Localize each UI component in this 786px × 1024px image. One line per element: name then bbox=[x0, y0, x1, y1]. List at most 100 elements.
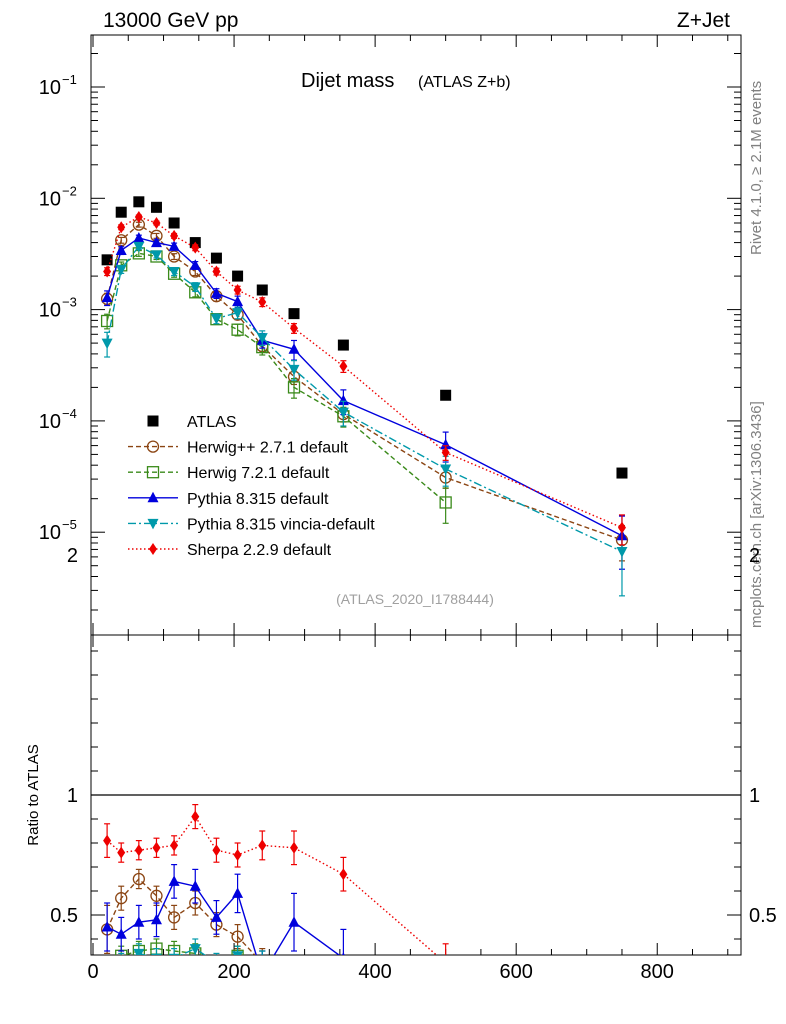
ratio-y-axis-label: Ratio to ATLAS bbox=[25, 744, 42, 845]
y-tick-label: 10 bbox=[39, 77, 61, 99]
legend-label: Pythia 8.315 vincia-default bbox=[187, 516, 375, 533]
process-label: Z+Jet bbox=[677, 9, 730, 32]
ratio-series-4 bbox=[103, 803, 449, 955]
ratio-point bbox=[133, 916, 145, 927]
ratio-point bbox=[232, 887, 244, 898]
data-point bbox=[231, 323, 244, 336]
y-tick-exponent: −1 bbox=[62, 72, 77, 87]
ratio-point bbox=[189, 880, 201, 891]
data-point bbox=[133, 241, 145, 253]
data-point bbox=[212, 265, 221, 278]
ratio-point bbox=[115, 928, 127, 939]
legend-marker bbox=[149, 543, 157, 555]
data-point bbox=[210, 314, 222, 325]
data-point bbox=[101, 338, 113, 350]
data-point bbox=[168, 266, 180, 278]
ratio-point bbox=[150, 889, 163, 902]
data-point bbox=[288, 343, 300, 354]
legend-label: Sherpa 2.2.9 default bbox=[187, 542, 332, 559]
y-tick-label: 10 bbox=[39, 188, 61, 210]
data-point bbox=[168, 217, 180, 229]
data-point bbox=[339, 360, 348, 373]
data-point bbox=[288, 308, 300, 320]
legend-marker bbox=[146, 466, 160, 479]
series-3 bbox=[101, 231, 628, 570]
ratio-point bbox=[101, 921, 113, 932]
y-tick-base: 10 bbox=[39, 77, 61, 99]
ratio-point bbox=[115, 892, 128, 905]
legend-marker bbox=[147, 518, 159, 530]
data-point bbox=[189, 282, 201, 293]
series-line bbox=[106, 237, 623, 537]
data-point bbox=[232, 270, 244, 282]
data-point bbox=[288, 364, 300, 376]
legend-entry: Sherpa 2.2.9 default bbox=[128, 542, 332, 559]
ratio-point bbox=[102, 962, 113, 973]
ratio-point bbox=[231, 930, 244, 943]
x-tick-label: 600 bbox=[499, 961, 532, 983]
legend-entry: Herwig++ 2.7.1 default bbox=[128, 440, 349, 457]
chart-subtitle: (ATLAS Z+b) bbox=[418, 74, 511, 91]
ratio-point bbox=[257, 958, 268, 969]
data-point bbox=[210, 287, 222, 298]
legend-entry: Herwig 7.2.1 default bbox=[128, 465, 330, 482]
ratio-series-3 bbox=[102, 938, 268, 994]
ratio-y-tick-label-right: 2 bbox=[749, 545, 760, 567]
y-tick-label: 10 bbox=[39, 411, 61, 433]
data-point bbox=[233, 284, 242, 297]
data-point bbox=[100, 314, 114, 328]
ratio-y-tick-labels: 0.5 0.5 1 1 2 2 bbox=[50, 545, 777, 927]
ratio-point bbox=[257, 958, 268, 969]
x-tick-label: 800 bbox=[641, 961, 674, 983]
main-panel: 10−510−410−310−210−1 Dijet mass (ATLAS Z… bbox=[39, 34, 742, 636]
legend-marker bbox=[147, 415, 159, 427]
series-line bbox=[106, 223, 623, 541]
data-point bbox=[232, 295, 244, 307]
ratio-point bbox=[132, 872, 145, 886]
y-tick-label: 10 bbox=[39, 522, 61, 544]
series-0 bbox=[101, 196, 628, 479]
ratio-point bbox=[232, 951, 244, 955]
ratio-y-tick-label-left: 0.5 bbox=[50, 905, 78, 927]
ratio-point bbox=[150, 913, 162, 925]
ratio-y-tick-label-left: 2 bbox=[67, 545, 78, 567]
legend-label: ATLAS bbox=[187, 414, 237, 431]
y-tick-base: 10 bbox=[39, 411, 61, 433]
data-point bbox=[337, 394, 349, 406]
data-point bbox=[115, 264, 127, 276]
data-point bbox=[616, 467, 628, 479]
data-point bbox=[440, 438, 452, 450]
x-tick-label: 0 bbox=[87, 961, 98, 983]
data-point bbox=[103, 265, 112, 278]
mcplots-source-label: mcplots.cern.ch [arXiv:1306.3436] bbox=[748, 401, 765, 628]
ratio-point bbox=[134, 844, 143, 857]
legend: ATLAS Herwig++ 2.7.1 default Herwig 7.2.1 … bbox=[128, 414, 375, 559]
series-5 bbox=[103, 210, 626, 546]
y-tick-base: 10 bbox=[39, 522, 61, 544]
ratio-point bbox=[102, 983, 113, 994]
data-point bbox=[210, 252, 222, 264]
data-point bbox=[115, 244, 127, 255]
data-point bbox=[133, 196, 145, 208]
y-tick-base: 10 bbox=[39, 300, 61, 322]
x-tick-label: 400 bbox=[358, 961, 391, 983]
data-point bbox=[134, 210, 143, 223]
ratio-y-tick-label-left: 1 bbox=[67, 785, 78, 807]
ratio-point bbox=[290, 841, 299, 854]
y-tick-label: 10 bbox=[39, 300, 61, 322]
ratio-point bbox=[170, 839, 179, 852]
data-point bbox=[256, 333, 268, 344]
data-point bbox=[258, 296, 267, 309]
legend-marker bbox=[146, 440, 160, 453]
energy-label: 13000 GeV pp bbox=[103, 9, 238, 32]
x-tick-labels: 0 200 400 600 800 bbox=[87, 961, 673, 983]
data-point bbox=[150, 250, 162, 261]
ratio-point bbox=[103, 834, 112, 847]
ratio-point bbox=[257, 959, 268, 970]
chart-title: Dijet mass bbox=[301, 70, 394, 92]
legend-label: Herwig++ 2.7.1 default bbox=[187, 440, 349, 457]
ratio-point bbox=[116, 959, 127, 970]
legend-label: Pythia 8.315 default bbox=[187, 491, 329, 508]
series-1 bbox=[100, 218, 629, 562]
series-4 bbox=[101, 241, 628, 597]
